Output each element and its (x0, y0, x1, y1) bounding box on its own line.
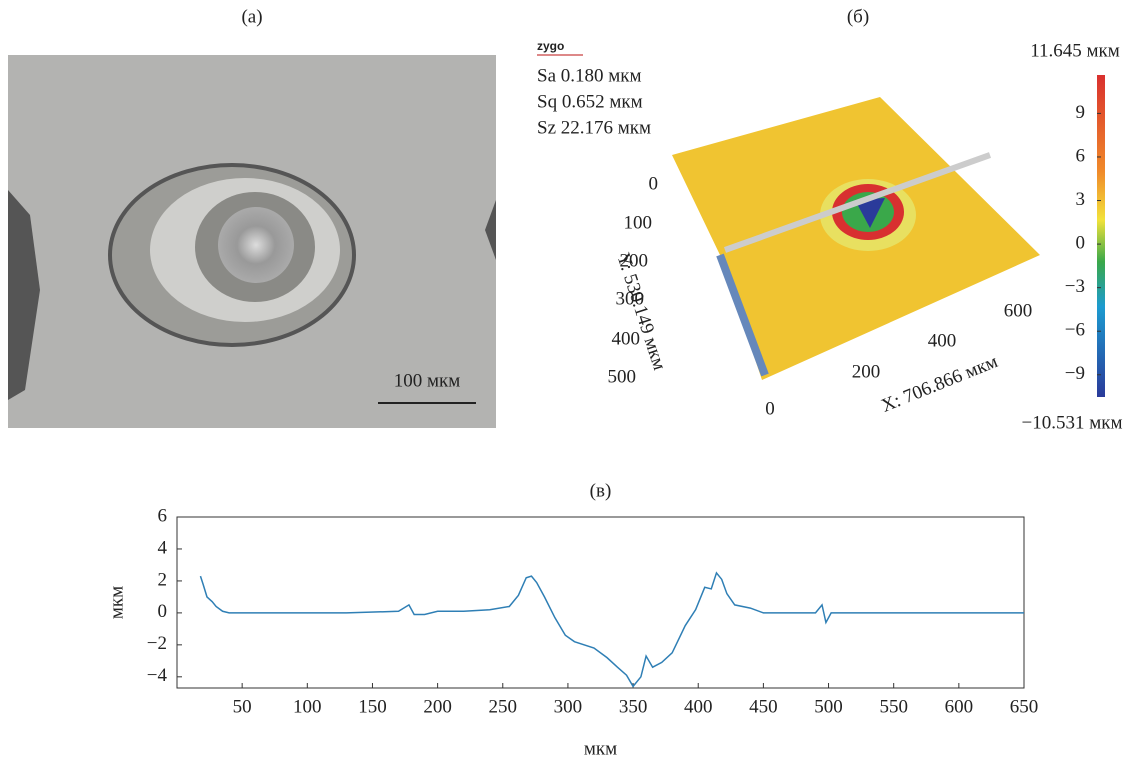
chart-title: (в) (590, 480, 612, 501)
y-axis-label: мкм (106, 586, 127, 619)
colorbar-tick-label: −6 (1065, 320, 1085, 341)
panel-label: (a) (241, 6, 262, 27)
crater-center (218, 207, 294, 283)
colorbar-tick-label: 9 (1076, 102, 1086, 123)
colorbar (1097, 75, 1105, 397)
y-tick-label: 500 (608, 366, 637, 387)
y-tick-label: −2 (147, 633, 167, 654)
x-tick-label: 400 (684, 696, 713, 717)
x-axis-label: мкм (584, 738, 617, 759)
panel-label: (б) (847, 6, 869, 27)
x-tick-label: 200 (423, 696, 452, 717)
x-tick-label: 50 (233, 696, 252, 717)
x-tick-label: 650 (1010, 696, 1039, 717)
stat: Sa 0.180 мкм (537, 65, 642, 86)
colorbar-min: −10.531 мкм (1022, 412, 1123, 433)
plot-frame (177, 517, 1024, 688)
x-tick-label: 300 (554, 696, 583, 717)
figure: 100 мкм (a) (б) zygo Sa 0.180 мкм Sq 0.65… (0, 0, 1138, 768)
x-tick-label: 0 (765, 398, 775, 419)
y-tick-label: 4 (158, 537, 168, 558)
stat: Sz 22.176 мкм (537, 117, 651, 138)
x-tick-label: 500 (814, 696, 843, 717)
x-tick-label: 200 (852, 361, 881, 382)
logo: zygo (537, 39, 564, 53)
y-tick-label: 100 (624, 212, 653, 233)
y-tick-label: 0 (158, 601, 168, 622)
colorbar-tick-label: 6 (1076, 145, 1086, 166)
data-line (200, 573, 1024, 686)
x-tick-label: 450 (749, 696, 778, 717)
x-tick-label: 250 (489, 696, 518, 717)
colorbar-tick-label: −9 (1065, 363, 1085, 384)
y-tick-label: 400 (612, 328, 641, 349)
scale-bar-label: 100 мкм (394, 370, 461, 391)
colorbar-max: 11.645 мкм (1030, 40, 1120, 61)
y-tick-label: −4 (147, 665, 168, 686)
x-tick-label: 550 (879, 696, 908, 717)
x-tick-label: 100 (293, 696, 322, 717)
y-tick-label: 0 (649, 173, 659, 194)
x-tick-label: 400 (928, 330, 957, 351)
x-tick-label: 600 (945, 696, 974, 717)
colorbar-tick-label: −3 (1065, 276, 1085, 297)
y-tick-label: 6 (158, 505, 168, 526)
x-tick-label: 600 (1004, 300, 1033, 321)
colorbar-tick-label: 0 (1076, 232, 1086, 253)
x-tick-label: 350 (619, 696, 648, 717)
y-tick-label: 2 (158, 569, 168, 590)
x-tick-label: 150 (358, 696, 387, 717)
axis-label: X: 706.866 мкм (878, 351, 1000, 417)
stat: Sq 0.652 мкм (537, 91, 643, 112)
colorbar-tick-label: 3 (1076, 189, 1086, 210)
